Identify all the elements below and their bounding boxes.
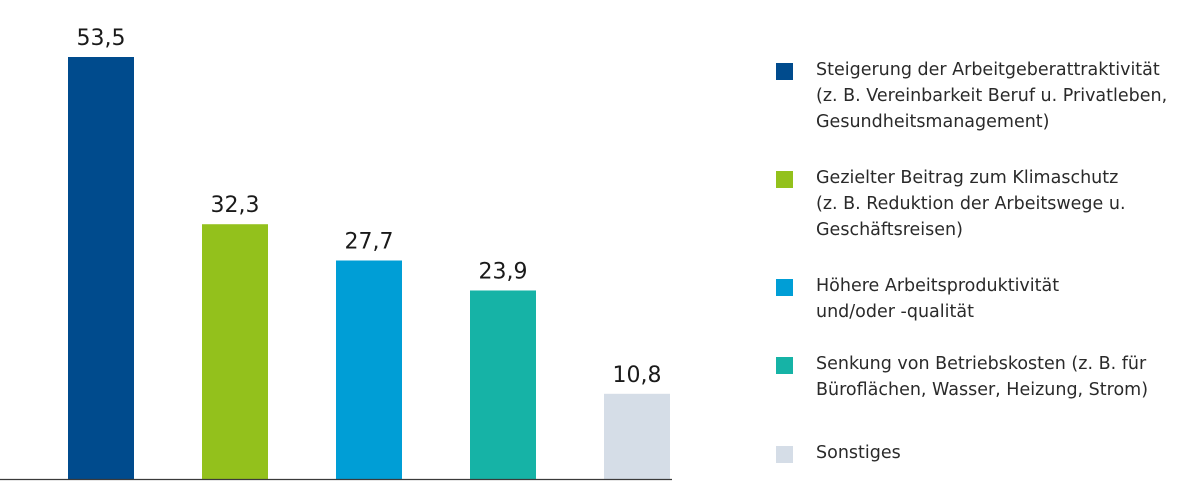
bar-4 <box>470 290 536 479</box>
value-labels-group: 53,5 32,3 27,7 23,9 10,8 <box>77 26 662 388</box>
legend-swatch-1 <box>776 63 793 80</box>
legend-text-4-line-1: Senkung von Betriebskosten (z. B. für <box>816 354 1147 374</box>
legend-swatch-5 <box>776 446 793 463</box>
legend-text-2-line-3: Geschäftsreisen) <box>816 220 963 240</box>
legend-item-5: Sonstiges <box>776 443 901 463</box>
legend-text-1-line-3: Gesundheitsmanagement) <box>816 112 1050 132</box>
bar-value-label-1: 53,5 <box>77 26 126 51</box>
legend-text-2-line-1: Gezielter Beitrag zum Klimaschutz <box>816 168 1118 188</box>
legend: Steigerung der Arbeitgeberattraktivität (… <box>776 60 1167 463</box>
legend-item-3: Höhere Arbeitsproduktivität und/oder -qua… <box>776 276 1059 322</box>
legend-text-2-line-2: (z. B. Reduktion der Arbeitswege u. <box>816 194 1126 214</box>
legend-text-5-line-1: Sonstiges <box>816 443 901 463</box>
bar-1 <box>68 57 134 479</box>
legend-swatch-2 <box>776 171 793 188</box>
bar-value-label-4: 23,9 <box>479 259 528 284</box>
bar-2 <box>202 224 268 479</box>
legend-text-3-line-1: Höhere Arbeitsproduktivität <box>816 276 1059 296</box>
bar-value-label-3: 27,7 <box>345 230 394 255</box>
legend-text-1-line-2: (z. B. Vereinbarkeit Beruf u. Privatlebe… <box>816 86 1167 106</box>
legend-swatch-3 <box>776 279 793 296</box>
legend-text-1-line-1: Steigerung der Arbeitgeberattraktivität <box>816 60 1160 80</box>
legend-text-3-line-2: und/oder -qualität <box>816 302 974 322</box>
bar-5 <box>604 393 670 479</box>
legend-swatch-4 <box>776 357 793 374</box>
legend-item-2: Gezielter Beitrag zum Klimaschutz (z. B. … <box>776 168 1126 240</box>
bar-value-label-2: 32,3 <box>211 193 260 218</box>
legend-text-4-line-2: Büroflächen, Wasser, Heizung, Strom) <box>816 380 1148 400</box>
bars-group <box>68 57 670 479</box>
legend-item-1: Steigerung der Arbeitgeberattraktivität (… <box>776 60 1167 132</box>
legend-item-4: Senkung von Betriebskosten (z. B. für Bür… <box>776 354 1148 400</box>
bar-value-label-5: 10,8 <box>613 363 662 388</box>
bar-3 <box>336 260 402 479</box>
